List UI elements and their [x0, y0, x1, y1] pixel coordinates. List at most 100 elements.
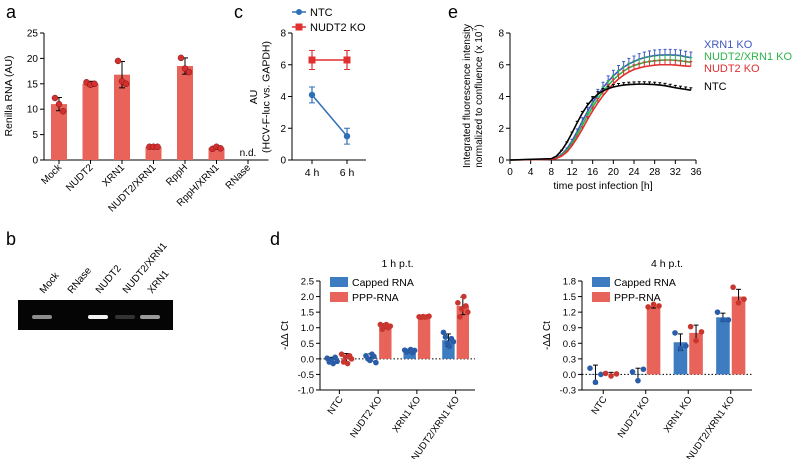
- d4-data-point: [735, 300, 742, 306]
- d4-data-point: [725, 317, 732, 323]
- d1-data-point: [371, 353, 377, 360]
- c-y-tick-label: 8: [280, 29, 286, 40]
- d1-y-tick-label: 2.0: [301, 292, 314, 303]
- d4-bar: [689, 332, 703, 375]
- e-series-line: [509, 54, 691, 161]
- d4-y-tick-label: 0.9: [563, 323, 576, 334]
- panel-label-b: b: [6, 229, 16, 249]
- d1-legend-swatch: [330, 277, 348, 287]
- e-series-label: NUDT2/XRN1 KO: [704, 51, 792, 63]
- e-x-tick-label: 16: [587, 167, 599, 178]
- e-x-tick-label: 20: [608, 167, 620, 178]
- d1-y-tick-label: -1.0: [298, 386, 314, 397]
- d4-y-tick-label: 0.6: [563, 339, 576, 350]
- b-band: [140, 315, 160, 319]
- a-data-point: [51, 94, 59, 102]
- a-x-tick-label: RNase: [224, 162, 254, 192]
- e-x-tick-label: 0: [507, 167, 513, 178]
- d1-legend-label: PPP-RNA: [352, 292, 399, 304]
- d1-x-tick-label: NTC: [326, 394, 346, 416]
- d4-y-axis-label: -ΔΔ Ct: [542, 321, 553, 350]
- a-bar: [82, 83, 99, 160]
- e-x-tick-label: 24: [628, 167, 640, 178]
- a-bar: [51, 104, 67, 160]
- d1-data-point: [440, 329, 447, 336]
- d4-bar: [673, 342, 688, 375]
- b-lane-label: XRN1: [146, 268, 172, 296]
- d4-data-point: [687, 323, 694, 330]
- d1-legend-label: Capped RNA: [352, 277, 414, 289]
- d1-x-tick-label: XRN1 KO: [390, 394, 423, 434]
- panel-label-d: d: [270, 229, 280, 249]
- c-legend-marker: [296, 9, 302, 15]
- e-y-tick-label: 6: [498, 60, 504, 71]
- d4-data-point: [720, 317, 726, 323]
- d1-data-point: [411, 347, 418, 354]
- e-series-line: [509, 63, 691, 161]
- a-data-point: [122, 80, 130, 88]
- c-legend-label: NTC: [310, 7, 333, 19]
- d4-data-point: [629, 369, 636, 375]
- c-series-line: [311, 94, 348, 137]
- chart-d-4h: -0.3 0.0 0.3 0.6 0.9 1.2 1.5 1.8 -ΔΔ Ct 4 h p.t. N…: [542, 258, 752, 459]
- d1-data-point: [464, 309, 471, 315]
- d4-bar: [731, 296, 746, 375]
- d1-data-point: [450, 338, 457, 345]
- d1-bar: [417, 316, 431, 359]
- d1-bar: [403, 351, 416, 359]
- d4-data-point: [693, 337, 699, 344]
- c-y-tick-label: 4: [280, 92, 286, 103]
- panel-label-c: c: [234, 2, 243, 22]
- e-series-line: [509, 59, 691, 161]
- c-data-point: [308, 91, 316, 99]
- d4-data-point: [608, 373, 614, 379]
- d1-data-point: [461, 293, 467, 300]
- a-data-point: [185, 68, 193, 76]
- a-x-tick-label: RppH: [164, 162, 190, 188]
- a-x-tick-label: Mock: [39, 162, 64, 187]
- d4-legend-label: PPP-RNA: [614, 292, 661, 304]
- e-y-axis-label: normalized to confluence (x 107): [472, 24, 485, 167]
- c-x-tick-label: 4 h: [305, 167, 320, 179]
- a-data-point: [154, 143, 161, 151]
- e-y-axis-label: Integrated fluorescence intensity: [462, 24, 473, 168]
- e-series-label: XRN1 KO: [704, 39, 753, 51]
- c-data-point: [343, 132, 351, 140]
- panel-label-e: e: [448, 2, 458, 22]
- d4-title: 4 h p.t.: [651, 258, 683, 270]
- e-y-tick-label: 8: [498, 29, 504, 40]
- a-annotation-nd: n.d.: [240, 148, 257, 159]
- chart-c-hcv-line: 0 2 4 6 8 AU (HCV-F-luc vs. GAPDH) 4 h 6 h NTC NUD…: [248, 7, 366, 179]
- d4-y-tick-label: 0.3: [563, 354, 576, 365]
- b-band: [32, 315, 52, 319]
- d4-y-tick-label: 1.5: [563, 292, 576, 303]
- d4-data-point: [635, 377, 641, 384]
- a-x-tick-label: NUDT2: [64, 162, 96, 194]
- a-bar: [177, 66, 193, 160]
- d4-y-tick-label: -0.3: [560, 386, 576, 397]
- d4-data-point: [672, 330, 678, 336]
- d1-y-axis-label: -ΔΔ Ct: [280, 321, 291, 350]
- d1-data-point: [446, 343, 453, 350]
- a-data-point: [59, 107, 67, 115]
- d1-data-point: [463, 303, 469, 309]
- d1-bar: [379, 326, 392, 359]
- e-y-axis-label-exponent: 7: [472, 28, 479, 32]
- d4-data-point: [592, 379, 599, 386]
- c-legend-marker: [295, 23, 303, 31]
- a-data-point: [217, 145, 224, 152]
- chart-e-fluorescence: 0 24 6 8 Integrated fluorescence intensity no…: [462, 24, 792, 192]
- d1-x-tick-label: NUDT2 KO: [348, 394, 385, 440]
- d4-data-point: [714, 309, 721, 315]
- d4-data-point: [645, 304, 651, 310]
- e-x-tick-label: 4: [528, 167, 534, 178]
- d4-bar: [646, 305, 661, 375]
- a-data-point: [114, 57, 122, 65]
- c-legend-label: NUDT2 KO: [310, 22, 366, 34]
- a-y-tick-label: 15: [27, 79, 39, 90]
- d1-data-point: [459, 306, 465, 312]
- c-y-axis-label: (HCV-F-luc vs. GAPDH): [261, 41, 273, 153]
